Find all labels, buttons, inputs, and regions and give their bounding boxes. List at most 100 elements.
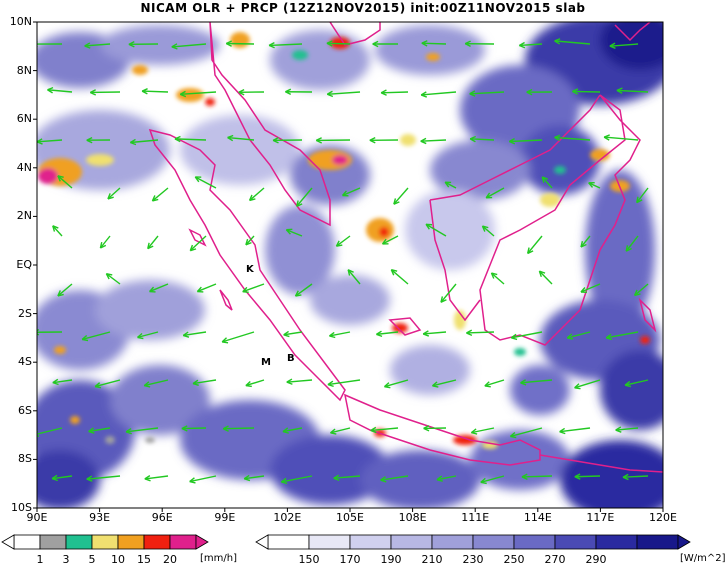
olr-unit: [W/m^2] [680, 553, 726, 564]
wind-arrow [129, 138, 159, 146]
wind-arrow [526, 88, 553, 96]
wind-arrow [189, 475, 217, 484]
wind-arrow [196, 283, 217, 293]
lat-label: 6N [16, 112, 32, 126]
wind-arrow [107, 187, 121, 200]
colorbar-swatch [431, 534, 474, 550]
lon-label: 114E [523, 511, 552, 524]
wind-arrow [481, 225, 495, 237]
wind-arrow [609, 42, 639, 49]
lat-label: EQ [16, 258, 32, 271]
wind-arrow [466, 329, 495, 337]
wind-arrow [624, 379, 649, 388]
colorbar-label: 5 [88, 553, 96, 566]
colorbar-swatch [117, 534, 145, 550]
wind-arrow [380, 475, 409, 483]
colorbar-swatch [13, 534, 41, 550]
colorbar-swatch [91, 534, 119, 550]
wind-arrow [225, 40, 255, 47]
station-label-b: B [287, 353, 295, 364]
wind-arrow [432, 379, 457, 388]
wind-arrow [622, 473, 649, 481]
lat-label: 2S [18, 306, 32, 320]
precip-colorbar [1, 534, 209, 550]
station-label-k: K [246, 264, 254, 275]
wind-arrow [105, 273, 121, 285]
colorbar-swatch [554, 534, 597, 550]
wind-arrow [422, 330, 447, 337]
wind-arrow [280, 475, 313, 485]
wind-arrow [248, 187, 265, 202]
wind-arrow [436, 475, 457, 482]
wind-arrow [333, 474, 361, 482]
colorbar-swatch [513, 534, 556, 550]
colorbar-label: 3 [62, 553, 70, 566]
wind-arrow [182, 331, 207, 338]
colorbar-swatch [39, 534, 67, 550]
colorbar-label: 15 [137, 553, 151, 566]
colorbar-swatch [308, 534, 351, 550]
colorbar-end-arrow [255, 534, 269, 550]
wind-arrow [294, 283, 313, 297]
wind-arrow [625, 235, 639, 252]
wind-arrow [242, 283, 265, 294]
lon-label: 117E [586, 511, 615, 524]
wind-arrow [559, 427, 591, 435]
wind-vectors [37, 38, 649, 485]
wind-arrow [464, 40, 495, 47]
wind-arrow [633, 283, 649, 297]
colorbar-swatch [472, 534, 515, 550]
wind-arrow [181, 425, 207, 432]
wind-arrow [57, 283, 73, 297]
wind-arrow [88, 427, 111, 434]
wind-arrow [372, 40, 399, 48]
wind-arrow [272, 137, 303, 144]
wind-arrow [125, 427, 159, 435]
wind-arrow [330, 427, 351, 435]
colorbar-label: 230 [462, 553, 484, 566]
wind-arrow [485, 187, 505, 199]
colorbar-swatch [143, 534, 171, 550]
wind-arrow [84, 42, 111, 49]
wind-arrow [171, 43, 207, 50]
wind-arrow [268, 41, 303, 49]
colorbar-swatch [169, 534, 197, 550]
wind-arrow [574, 379, 601, 390]
wind-arrow [423, 425, 447, 432]
axis-ticks [33, 21, 664, 512]
wind-arrow [554, 38, 591, 45]
lon-label: 111E [461, 511, 490, 524]
precip-unit: [mm/h] [200, 553, 237, 564]
colorbar-label: 10 [111, 553, 125, 566]
wind-arrow [221, 331, 255, 344]
wind-arrow [151, 187, 169, 202]
wind-arrow [137, 331, 159, 340]
wind-arrow [245, 235, 255, 246]
lat-label: 4N [16, 160, 32, 174]
station-label-m: M [261, 357, 271, 368]
lon-label: 102E [273, 511, 302, 524]
lat-label: 4S [18, 355, 32, 369]
olr-field [37, 22, 663, 508]
colorbar-swatch [349, 534, 392, 550]
wind-arrow [81, 331, 111, 342]
wind-arrow [341, 187, 361, 197]
wind-arrow [383, 379, 409, 389]
wind-arrow [484, 379, 505, 388]
colorbar-label: 20 [163, 553, 177, 566]
wind-arrow [245, 379, 265, 388]
wind-arrow [189, 235, 207, 252]
wind-arrow [286, 378, 313, 385]
colorbar-label: 190 [380, 553, 402, 566]
wind-arrow [574, 473, 601, 480]
lon-label: 96E [151, 511, 173, 524]
wind-arrow [347, 269, 361, 285]
wind-arrow [94, 379, 121, 389]
lon-label: 105E [336, 511, 364, 524]
colorbar-label: 290 [585, 553, 607, 566]
wind-arrow [508, 138, 543, 145]
colorbar-label: 210 [421, 553, 443, 566]
colorbar-label: 250 [503, 553, 525, 566]
wind-arrow [315, 137, 351, 144]
